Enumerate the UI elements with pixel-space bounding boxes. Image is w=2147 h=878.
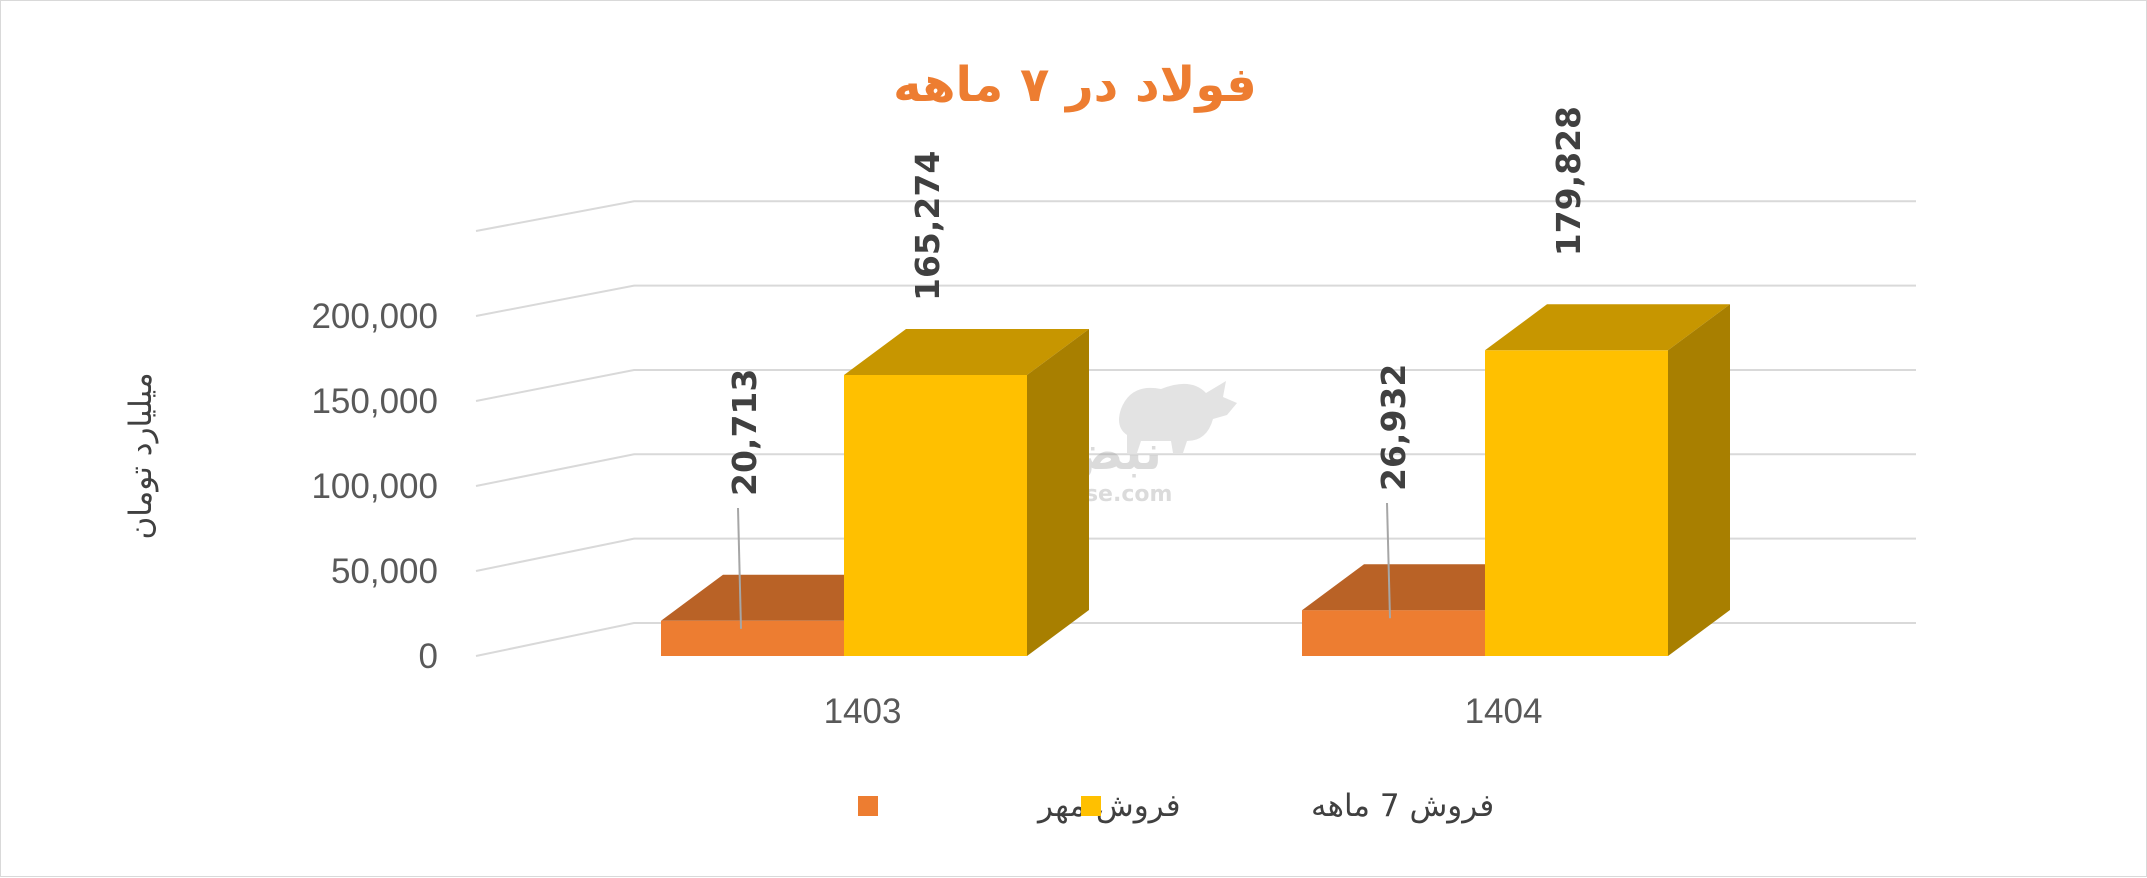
bar-top xyxy=(844,329,1089,375)
y-tick-label: 200,000 xyxy=(311,297,438,336)
legend-label: فروش مهر xyxy=(1036,788,1181,824)
data-label: 26,932 xyxy=(1374,364,1413,491)
bar-top xyxy=(1485,304,1730,351)
x-tick-label: 1404 xyxy=(1465,692,1543,731)
bar-side xyxy=(1668,304,1730,656)
bar-front xyxy=(1485,350,1668,656)
legend-swatch xyxy=(1081,796,1101,816)
bull-logo-icon xyxy=(1119,381,1237,453)
gridline xyxy=(475,284,1916,317)
x-tick-label: 1403 xyxy=(824,692,902,731)
x-tick-labels: 1403 1404 xyxy=(824,692,1543,731)
chart-title: فولاد در ۷ ماهه xyxy=(893,57,1257,113)
y-tick-label: 50,000 xyxy=(331,552,438,591)
leader-line xyxy=(737,507,742,629)
bars xyxy=(661,304,1730,656)
y-tick-label: 100,000 xyxy=(311,467,438,506)
bar-front xyxy=(844,375,1027,656)
leader-lines xyxy=(737,502,1391,629)
legend-item: فروش 7 ماهه xyxy=(1081,788,1494,824)
leader-line xyxy=(1386,502,1391,619)
bar-side xyxy=(1027,329,1089,656)
legend-item: فروش مهر xyxy=(858,788,1181,824)
bar xyxy=(1485,304,1730,656)
legend-label: فروش 7 ماهه xyxy=(1311,788,1494,824)
data-label: 179,828 xyxy=(1549,106,1588,256)
data-label: 20,713 xyxy=(725,369,764,496)
y-tick-labels: 0 50,000 100,000 150,000 200,000 xyxy=(311,297,438,676)
bar-front xyxy=(1302,610,1485,656)
y-tick-label: 0 xyxy=(419,637,438,676)
y-tick-label: 150,000 xyxy=(311,382,438,421)
gridline xyxy=(475,200,1916,232)
bar-front xyxy=(661,620,844,656)
y-axis-label: میلیارد تومان xyxy=(123,372,159,539)
legend-swatch xyxy=(858,796,878,816)
data-label: 165,274 xyxy=(908,151,947,301)
bar xyxy=(844,329,1089,656)
data-labels: 20,713 165,274 26,932 179,828 xyxy=(725,106,1588,496)
legend: فروش مهر فروش 7 ماهه xyxy=(858,788,1494,824)
